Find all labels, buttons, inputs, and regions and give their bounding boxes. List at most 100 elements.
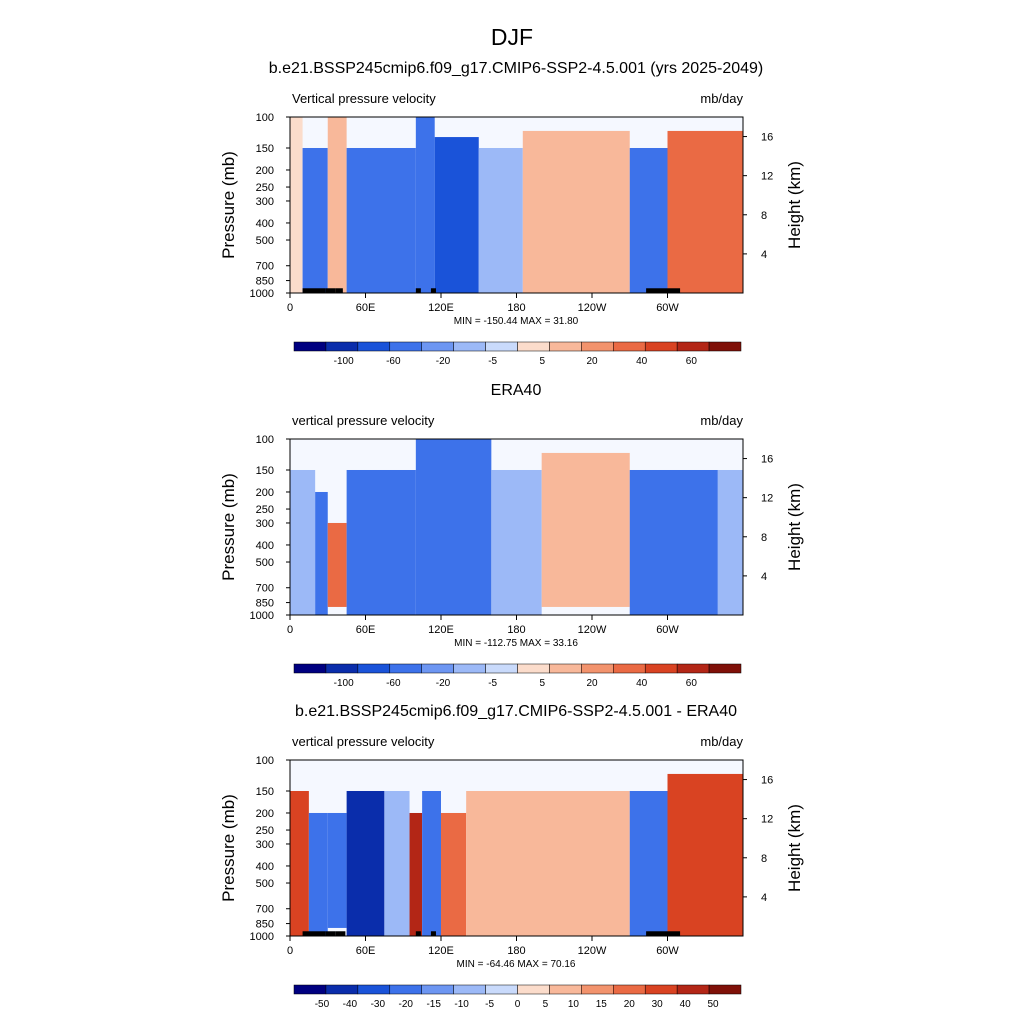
x-tick-label: 120E [428,302,454,314]
x-tick-label: 60E [356,945,376,957]
colorbar-box [581,341,614,352]
colorbar-box [517,663,550,674]
colorbar-box [453,663,486,674]
field-cell [409,812,423,936]
y-tick-label: 400 [256,861,274,873]
y-tick-label: 700 [256,261,274,273]
colorbar-box [581,663,614,674]
left-string: Vertical pressure velocity [292,91,436,106]
field-cell [667,130,743,293]
field-cell [434,137,479,293]
y-tick-label: 300 [256,196,274,208]
colorbar-box [453,984,486,995]
colorbar-label: 60 [686,678,698,689]
field-cell [415,439,492,615]
field-cell [522,130,630,293]
y-tick-label: 250 [256,825,274,837]
panel-title: b.e21.BSSP245cmip6.f09_g17.CMIP6-SSP2-4.… [295,703,737,720]
y-tick-label: 100 [256,434,274,446]
y-tick-label: 850 [256,276,274,288]
x-tick-label: 0 [287,945,293,957]
colorbar-box [517,984,550,995]
stats-text: MIN = -112.75 MAX = 33.16 [454,638,578,649]
y-tick-label: 700 [256,904,274,916]
panels: b.e21.BSSP245cmip6.f09_g17.CMIP6-SSP2-4.… [219,60,804,1010]
colorbar-box [644,341,678,352]
x-tick-label: 60E [356,624,376,636]
right-string: mb/day [700,734,743,749]
y-tick-label: 400 [256,218,274,230]
colorbar-label: 5 [540,678,546,689]
y-tick-label: 200 [256,165,274,177]
field-cell [384,790,410,936]
field-cell [327,117,347,293]
y-tick-label: 300 [256,518,274,530]
y-axis-right-label: Height (km) [785,804,804,892]
colorbar-box [485,341,518,352]
y-tick-label: 700 [256,583,274,595]
field-cell [629,469,718,615]
field-cell [478,147,523,293]
x-tick-label: 60W [656,302,679,314]
topography-bar [646,931,681,936]
field-cell [346,790,385,936]
y-tick-label: 500 [256,557,274,569]
colorbar-label: 40 [636,678,648,689]
y-right-tick-label: 8 [761,532,767,544]
y-axis-right-label: Height (km) [785,483,804,571]
y-tick-label: 400 [256,540,274,552]
colorbar-box [613,341,646,352]
colorbar-box [389,984,422,995]
colorbar-box [644,663,678,674]
x-tick-label: 120E [428,624,454,636]
y-axis-label: Pressure (mb) [219,151,238,259]
plot-area [290,760,743,936]
y-tick-label: 250 [256,182,274,194]
colorbar-label: -10 [454,999,469,1010]
colorbar-box [676,341,710,352]
field-cell [327,522,347,607]
y-tick-label: 500 [256,878,274,890]
colorbar-box [485,663,518,674]
colorbar-box [549,663,582,674]
y-axis-label: Pressure (mb) [219,794,238,902]
colorbar-label: -5 [488,678,497,689]
colorbar-box [357,341,391,352]
right-string: mb/day [700,91,743,106]
field-cell [302,147,328,293]
x-tick-label: 120W [578,302,607,314]
field-cell [327,812,347,928]
colorbar-box [708,663,742,674]
colorbar-box [549,341,582,352]
colorbar-label: 30 [652,999,664,1010]
topography-bar [302,931,326,936]
field-cell [466,790,630,936]
x-tick-label: 60E [356,302,376,314]
colorbar-box [517,341,550,352]
colorbar-label: -20 [399,999,414,1010]
field-cell [491,469,542,615]
colorbar-box [644,984,678,995]
colorbar-label: -100 [334,356,354,367]
colorbar-label: -5 [488,356,497,367]
plot-area [290,439,743,615]
y-right-tick-label: 12 [761,493,773,505]
y-tick-label: 100 [256,112,274,124]
colorbar-label: -60 [386,356,401,367]
x-tick-label: 0 [287,624,293,636]
topography-bar [646,288,681,293]
stats-text: MIN = -64.46 MAX = 70.16 [457,959,576,970]
figure-title: DJF [491,24,533,50]
colorbar-box [389,341,422,352]
colorbar-box [453,341,486,352]
colorbar-label: -30 [371,999,386,1010]
y-right-tick-label: 16 [761,132,773,144]
y-tick-label: 500 [256,235,274,247]
y-tick-label: 1000 [250,610,274,622]
field-cell [415,117,435,293]
y-tick-label: 100 [256,755,274,767]
colorbar-box [293,663,327,674]
field-cell [346,147,416,293]
colorbar-label: 10 [568,999,580,1010]
topography-bar [415,288,421,293]
